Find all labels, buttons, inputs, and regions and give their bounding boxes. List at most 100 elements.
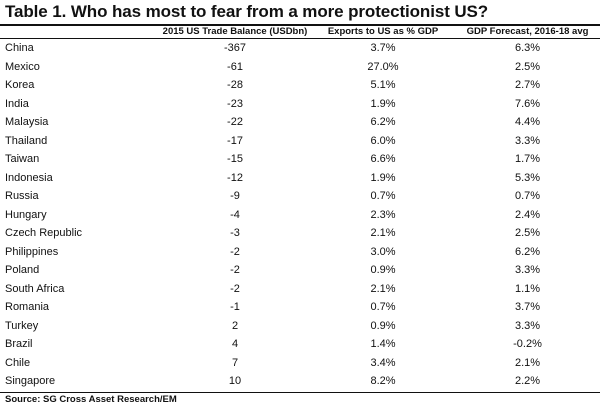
table-row: Russia -9 0.7% 0.7% xyxy=(0,187,600,206)
table-row: Mexico -61 27.0% 2.5% xyxy=(0,58,600,77)
table-row: Malaysia -22 6.2% 4.4% xyxy=(0,113,600,132)
top-rule xyxy=(0,24,600,26)
gdp-forecast-cell: 2.1% xyxy=(514,356,541,369)
gdp-forecast-cell: -0.2% xyxy=(513,338,542,350)
trade-balance-cell: -22 xyxy=(227,116,243,128)
exports-gdp-cell: 0.7% xyxy=(370,301,396,313)
column-header-country xyxy=(0,26,150,38)
trade-balance-cell: -9 xyxy=(230,190,240,202)
gdp-forecast-cell: 2.2% xyxy=(514,375,541,387)
table-row: Korea -28 5.1% 2.7% xyxy=(0,76,600,95)
exports-gdp-cell: 6.0% xyxy=(370,134,396,147)
country-cell: Czech Republic xyxy=(5,227,83,239)
trade-balance-cell: -23 xyxy=(227,97,243,110)
exports-gdp-cell: 3.7% xyxy=(370,42,396,54)
exports-gdp-cell: 0.7% xyxy=(370,190,396,202)
table-row: Hungary -4 2.3% 2.4% xyxy=(0,206,600,225)
exports-gdp-cell: 6.6% xyxy=(370,153,396,165)
trade-balance-cell: -367 xyxy=(223,42,247,54)
column-header-exports-gdp: Exports to US as % GDP xyxy=(327,26,439,37)
exports-gdp-cell: 1.4% xyxy=(370,338,396,350)
column-header-trade-balance: 2015 US Trade Balance (USDbn) xyxy=(162,26,308,37)
column-header-gdp-forecast: GDP Forecast, 2016-18 avg xyxy=(466,26,589,37)
gdp-forecast-cell: 4.4% xyxy=(514,116,541,128)
table-row: South Africa -2 2.1% 1.1% xyxy=(0,280,600,299)
trade-balance-cell: 7 xyxy=(231,356,239,369)
trade-balance-cell: -15 xyxy=(227,153,243,165)
country-cell: Taiwan xyxy=(5,153,40,165)
country-cell: Chile xyxy=(5,356,31,369)
country-cell: Turkey xyxy=(5,319,39,332)
trade-balance-cell: -17 xyxy=(227,134,243,147)
exports-gdp-cell: 3.0% xyxy=(370,245,396,258)
country-cell: India xyxy=(5,97,29,110)
gdp-forecast-cell: 1.7% xyxy=(514,153,541,165)
gdp-forecast-cell: 6.2% xyxy=(514,245,541,258)
table-row: Turkey 2 0.9% 3.3% xyxy=(0,317,600,336)
exports-gdp-cell: 3.4% xyxy=(370,356,396,369)
country-cell: Philippines xyxy=(5,245,59,258)
trade-balance-cell: -28 xyxy=(227,79,243,91)
country-cell: Romania xyxy=(5,301,50,313)
country-cell: China xyxy=(5,42,34,54)
gdp-forecast-cell: 7.6% xyxy=(514,97,541,110)
gdp-forecast-cell: 2.5% xyxy=(514,227,541,239)
table-title: Table 1. Who has most to fear from a mor… xyxy=(5,2,489,21)
exports-gdp-cell: 5.1% xyxy=(370,79,396,91)
trade-balance-cell: -2 xyxy=(230,282,240,295)
table-body: China -367 3.7% 6.3% Mexico -61 27.0% 2.5% Korea… xyxy=(0,39,600,391)
trade-balance-cell: -1 xyxy=(230,301,240,313)
table-row: Taiwan -15 6.6% 1.7% xyxy=(0,150,600,169)
gdp-forecast-cell: 2.5% xyxy=(514,60,541,73)
table-row: Singapore 10 8.2% 2.2% xyxy=(0,372,600,391)
trade-balance-cell: -3 xyxy=(230,227,240,239)
exports-gdp-cell: 0.9% xyxy=(370,319,396,332)
country-cell: Russia xyxy=(5,190,39,202)
country-cell: Indonesia xyxy=(5,171,53,184)
trade-balance-cell: 4 xyxy=(231,338,239,350)
country-cell: Singapore xyxy=(5,375,56,387)
gdp-forecast-cell: 2.7% xyxy=(514,79,541,91)
exports-gdp-cell: 8.2% xyxy=(370,375,396,387)
table-row: Thailand -17 6.0% 3.3% xyxy=(0,132,600,151)
exports-gdp-cell: 0.9% xyxy=(370,264,396,276)
trade-balance-cell: -12 xyxy=(227,171,243,184)
source-note: Source: SG Cross Asset Research/EM xyxy=(5,394,177,405)
exports-gdp-cell: 2.3% xyxy=(370,208,396,221)
gdp-forecast-cell: 3.7% xyxy=(514,301,541,313)
table-row: Indonesia -12 1.9% 5.3% xyxy=(0,169,600,188)
country-cell: Hungary xyxy=(5,208,47,221)
exports-gdp-cell: 27.0% xyxy=(367,60,399,73)
country-cell: Poland xyxy=(5,264,40,276)
table-row: India -23 1.9% 7.6% xyxy=(0,95,600,114)
exports-gdp-cell: 1.9% xyxy=(370,97,396,110)
gdp-forecast-cell: 2.4% xyxy=(514,208,541,221)
table-row: Romania -1 0.7% 3.7% xyxy=(0,298,600,317)
exports-gdp-cell: 2.1% xyxy=(370,227,396,239)
bottom-rule xyxy=(0,392,600,393)
country-cell: South Africa xyxy=(5,282,65,295)
country-cell: Malaysia xyxy=(5,116,49,128)
trade-balance-cell: -2 xyxy=(230,264,240,276)
exports-gdp-cell: 1.9% xyxy=(370,171,396,184)
table-row: China -367 3.7% 6.3% xyxy=(0,39,600,58)
gdp-forecast-cell: 3.3% xyxy=(514,264,541,276)
gdp-forecast-cell: 5.3% xyxy=(514,171,541,184)
gdp-forecast-cell: 3.3% xyxy=(514,319,541,332)
table-row: Philippines -2 3.0% 6.2% xyxy=(0,243,600,262)
country-cell: Brazil xyxy=(5,338,33,350)
gdp-forecast-cell: 0.7% xyxy=(514,190,541,202)
trade-balance-cell: -61 xyxy=(227,60,243,73)
table-row: Czech Republic -3 2.1% 2.5% xyxy=(0,224,600,243)
country-cell: Korea xyxy=(5,79,35,91)
table-row: Poland -2 0.9% 3.3% xyxy=(0,261,600,280)
header-rule xyxy=(0,38,600,39)
trade-balance-cell: -2 xyxy=(230,245,240,258)
trade-balance-cell: 10 xyxy=(228,375,242,387)
table-row: Brazil 4 1.4% -0.2% xyxy=(0,335,600,354)
trade-balance-cell: -4 xyxy=(230,208,240,221)
gdp-forecast-cell: 1.1% xyxy=(514,282,541,295)
exports-gdp-cell: 6.2% xyxy=(370,116,396,128)
gdp-forecast-cell: 3.3% xyxy=(514,134,541,147)
exports-gdp-cell: 2.1% xyxy=(370,282,396,295)
